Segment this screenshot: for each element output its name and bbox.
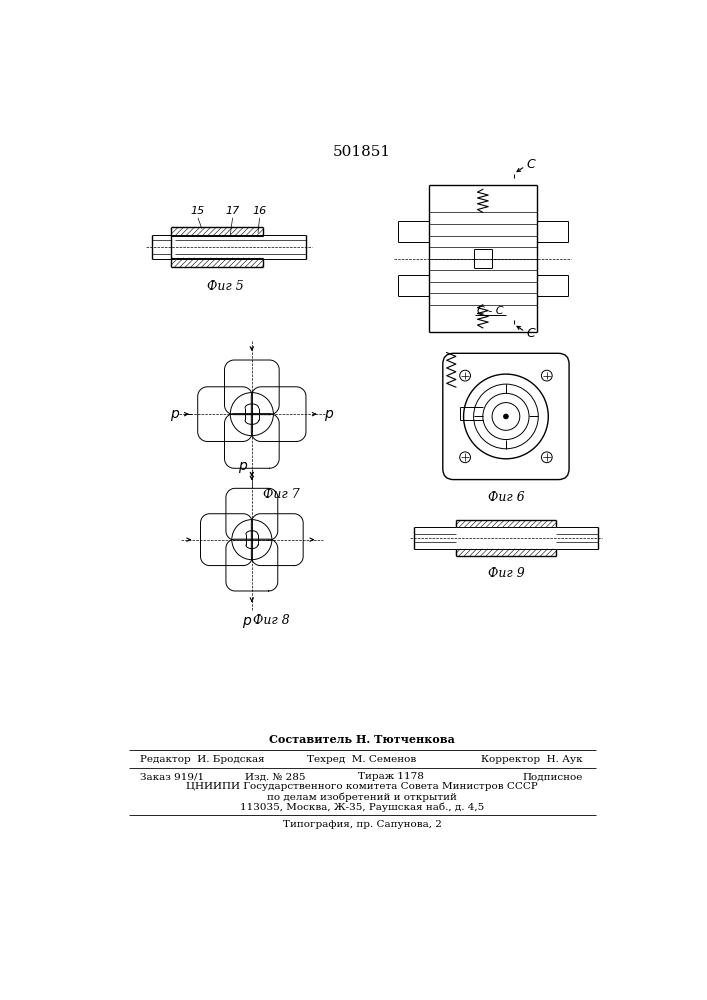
Text: C: C [526,158,535,171]
Text: Техред  М. Семенов: Техред М. Семенов [308,755,416,764]
Text: ЦНИИПИ Государственного комитета Совета Министров СССР: ЦНИИПИ Государственного комитета Совета … [186,782,538,791]
Text: Тираж 1178: Тираж 1178 [358,772,423,781]
Text: Изд. № 285: Изд. № 285 [245,772,305,781]
Text: Фиг 7: Фиг 7 [264,488,300,501]
Text: Фиг 8: Фиг 8 [253,614,290,627]
Text: Фиг 9: Фиг 9 [488,567,525,580]
Text: p: p [170,407,179,421]
Text: Подписное: Подписное [522,772,583,781]
Text: p: p [238,459,247,473]
Text: 113035, Москва, Ж-35, Раушская наб., д. 4,5: 113035, Москва, Ж-35, Раушская наб., д. … [240,802,484,812]
Text: 17: 17 [226,206,240,216]
Text: Заказ 919/1: Заказ 919/1 [140,772,204,781]
Text: Редактор  И. Бродская: Редактор И. Бродская [140,755,265,764]
Text: Составитель Н. Тютченкова: Составитель Н. Тютченкова [269,734,455,745]
Text: по делам изобретений и открытий: по делам изобретений и открытий [267,792,457,802]
Circle shape [503,414,508,419]
Text: Типография, пр. Сапунова, 2: Типография, пр. Сапунова, 2 [283,820,441,829]
Text: p: p [242,614,250,628]
Text: Фиг 5: Фиг 5 [206,280,243,293]
Text: 15: 15 [191,206,205,216]
Text: p: p [325,407,333,421]
Text: Фиг 6: Фиг 6 [488,491,525,504]
Text: 501851: 501851 [333,145,391,159]
Text: C: C [526,327,535,340]
Text: Корректор  Н. Аук: Корректор Н. Аук [481,755,583,764]
Text: C - C: C - C [477,306,504,316]
Text: 16: 16 [252,206,267,216]
